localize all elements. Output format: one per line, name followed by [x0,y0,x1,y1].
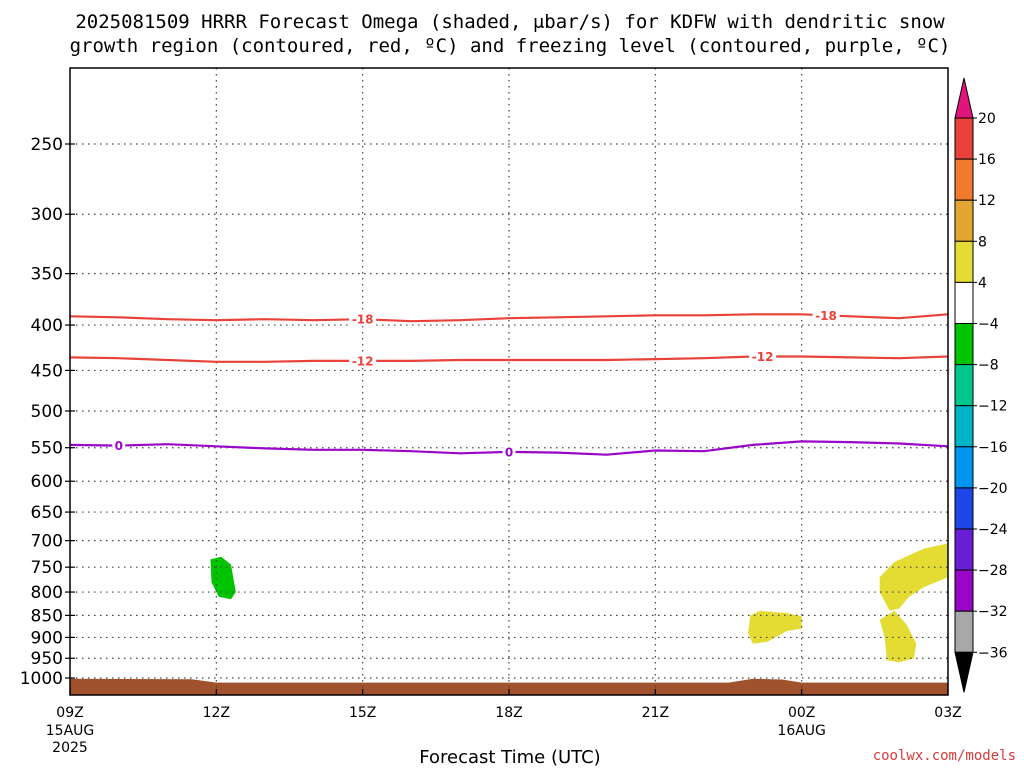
contour-layer: -18 -18 -12 -12 0 0 [69,308,949,459]
contour-label: -18 [815,309,837,323]
colorbar-segment [954,158,974,201]
contour-label: 0 [115,439,123,453]
y-tick-label: 650 [31,503,63,523]
omega-region-2 [879,543,948,611]
contour-label-bg [749,349,777,364]
y-tick-label: 300 [31,205,63,225]
x-tick-label: 09Z [56,705,83,721]
colorbar-segment [954,569,974,612]
contour-label-bg [812,308,840,323]
chart-title-line-1: 2025081509 HRRR Forecast Omega (shaded, … [75,11,945,33]
contour-label-bg [349,312,377,327]
grid-lines [70,68,948,695]
colorbar-label: −16 [978,440,1008,456]
colorbar-label: 20 [978,111,996,127]
colorbar-segment [954,487,974,530]
y-tick-label: 950 [31,649,63,669]
y-tick-label: 1000 [20,669,63,689]
y-tick-label: 750 [31,558,63,578]
y-tick-label: 450 [31,361,63,381]
y-tick-label: 400 [31,316,63,336]
x-tick-label: 18Z [495,705,522,721]
colorbar-segment [954,405,974,448]
colorbar-segment [954,446,974,489]
x-tick-date-label: 16AUG [777,723,826,739]
contour-label-bg [349,353,377,368]
colorbar-label: −24 [978,522,1008,538]
x-tick-label: 03Z [934,705,961,721]
colorbar-label: 4 [978,275,987,291]
colorbar-top-arrow [954,77,974,119]
colorbar-label: −20 [978,481,1008,497]
contour-label-bg [112,438,126,453]
contour-label: -18 [352,313,374,327]
omega-region-1 [748,610,802,644]
x-axis-label: Forecast Time (UTC) [419,747,600,768]
colorbar-label: 8 [978,234,987,250]
contour-label: -12 [352,354,374,368]
y-tick-label: 550 [31,439,63,459]
colorbar-label: −12 [978,399,1008,415]
colorbar-label: −28 [978,563,1008,579]
y-tick-label: 850 [31,606,63,626]
colorbar-segment [954,281,974,324]
chart-title-line-2: growth region (contoured, red, ºC) and f… [70,35,951,57]
x-tick-label: 00Z [788,705,815,721]
y-tick-label: 500 [31,402,63,422]
x-tick-label: 15Z [349,705,376,721]
colorbar-segment [954,117,974,160]
colorbar-segment [954,240,974,283]
y-tick-label: 800 [31,583,63,603]
colorbar-label: 16 [978,152,996,168]
x-tick-label: 21Z [642,705,669,721]
y-tick-label: 600 [31,472,63,492]
y-tick-label: 700 [31,532,63,552]
x-tick-date-label: 2025 [52,740,88,756]
colorbar-bottom-arrow [954,651,974,693]
colorbar-label: −32 [978,604,1008,620]
colorbar-label: −36 [978,645,1008,661]
colorbar-legend: 20 16 12 8 4 −4 −8 −12 −16 −20 −24 −28 −32 −36 [954,77,1008,693]
omega-region-3 [879,610,917,663]
y-tick-label: 250 [31,135,63,155]
contour-line-minus12 [69,355,949,363]
omega-shading-layer [210,543,948,663]
x-tick-date-label: 15AUG [46,723,95,739]
contour-label: -12 [752,350,774,364]
contour-line-minus18 [69,313,949,323]
colorbar-label: 12 [978,193,996,209]
x-tick-label: 12Z [203,705,230,721]
contour-label: 0 [505,445,513,459]
y-axis-ticks: 2503003504004505005506006507007508008509… [20,135,75,689]
colorbar-segment [954,528,974,571]
contour-label-bg [502,444,516,459]
colorbar-label: −8 [978,358,999,374]
colorbar-segment [954,610,974,653]
credit-link[interactable]: coolwx.com/models [873,748,1016,764]
colorbar-label: −4 [978,317,999,333]
colorbar-segment [954,364,974,407]
colorbar-segment [954,199,974,242]
y-tick-label: 350 [31,265,63,285]
colorbar-segment [954,323,974,366]
y-tick-label: 900 [31,628,63,648]
